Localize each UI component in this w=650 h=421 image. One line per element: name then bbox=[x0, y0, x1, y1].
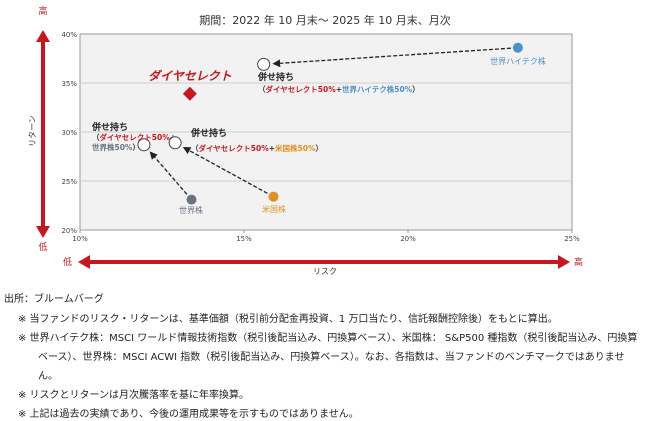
y-tick-label: 20% bbox=[61, 227, 77, 235]
note-item: ※ 当ファンドのリスク・リターンは、基準価額（税引前分配金再投資、1 万口当たり… bbox=[18, 314, 558, 325]
point-label-diaselect: ダイヤセレクト bbox=[148, 69, 232, 83]
arrow-us bbox=[182, 146, 268, 194]
blend-title: 併せ持ち bbox=[257, 71, 294, 83]
source-note: 出所：ブルームバーグ bbox=[4, 294, 104, 305]
x-axis-label: リスク bbox=[313, 267, 337, 276]
y-high-label: 高 bbox=[38, 5, 47, 17]
open-marker-blend_hitech bbox=[257, 57, 271, 71]
x-tick-label: 10% bbox=[72, 235, 88, 243]
x-low-label: 低 bbox=[63, 256, 72, 268]
open-marker-blend_us bbox=[168, 136, 182, 150]
arrow-hitech bbox=[272, 47, 511, 68]
point-marker-us bbox=[268, 191, 279, 202]
diamond-marker bbox=[182, 86, 197, 101]
blend-title: 併せ持ち bbox=[91, 121, 128, 133]
y-arrow-up-icon bbox=[36, 30, 50, 42]
scatter-plot: 期間：2022 年 10 月末～ 2025 年 10 月末、月次 20% 25% 30… bbox=[28, 5, 583, 276]
arrow-world bbox=[149, 151, 188, 195]
point-label-us: 米国株 bbox=[262, 204, 286, 214]
point-marker-world bbox=[186, 194, 197, 205]
point-label-world: 世界株 bbox=[179, 205, 203, 215]
y-tick-label: 35% bbox=[61, 80, 77, 88]
x-arrow-right-icon bbox=[558, 255, 570, 269]
y-tick-label: 40% bbox=[61, 31, 77, 39]
note-item: ※ 上記は過去の実績であり、今後の運用成果等を示すものではありません。 bbox=[18, 409, 359, 420]
note-item: ※ リスクとリターンは月次騰落率を基に年率換算。 bbox=[18, 390, 250, 401]
open-marker-blend_world bbox=[137, 138, 151, 152]
y-arrow-down-icon bbox=[36, 226, 50, 238]
blend-composition: （ダイヤセレクト50%+世界ハイテク株50%） bbox=[258, 84, 420, 94]
x-high-label: 高 bbox=[574, 256, 583, 268]
blend-title: 併せ持ち bbox=[190, 127, 227, 139]
blend-composition: （ダイヤセレクト50%+米国株50%） bbox=[191, 143, 323, 153]
x-arrow-left-icon bbox=[78, 255, 90, 269]
note-item: ※ 世界ハイテク株：MSCI ワールド情報技術指数（税引後配当込み、円換算ベース… bbox=[18, 333, 638, 382]
blend-composition: 世界株50%） bbox=[92, 142, 140, 152]
x-tick-label: 15% bbox=[236, 235, 252, 243]
y-low-label: 低 bbox=[38, 241, 47, 253]
footnotes: 出所：ブルームバーグ ※ 当ファンドのリスク・リターンは、基準価額（税引前分配金… bbox=[4, 290, 644, 421]
y-tick-label: 30% bbox=[61, 129, 77, 137]
y-tick-label: 25% bbox=[61, 178, 77, 186]
chart-title: 期間：2022 年 10 月末～ 2025 年 10 月末、月次 bbox=[199, 13, 450, 27]
point-label-hitech: 世界ハイテク株 bbox=[490, 56, 546, 66]
x-tick-label: 20% bbox=[400, 235, 416, 243]
y-axis-label: リターン bbox=[28, 115, 37, 147]
x-tick-label: 25% bbox=[564, 235, 580, 243]
point-marker-hitech bbox=[512, 42, 523, 53]
blend-composition: （ダイヤセレクト50%+ bbox=[92, 132, 176, 142]
